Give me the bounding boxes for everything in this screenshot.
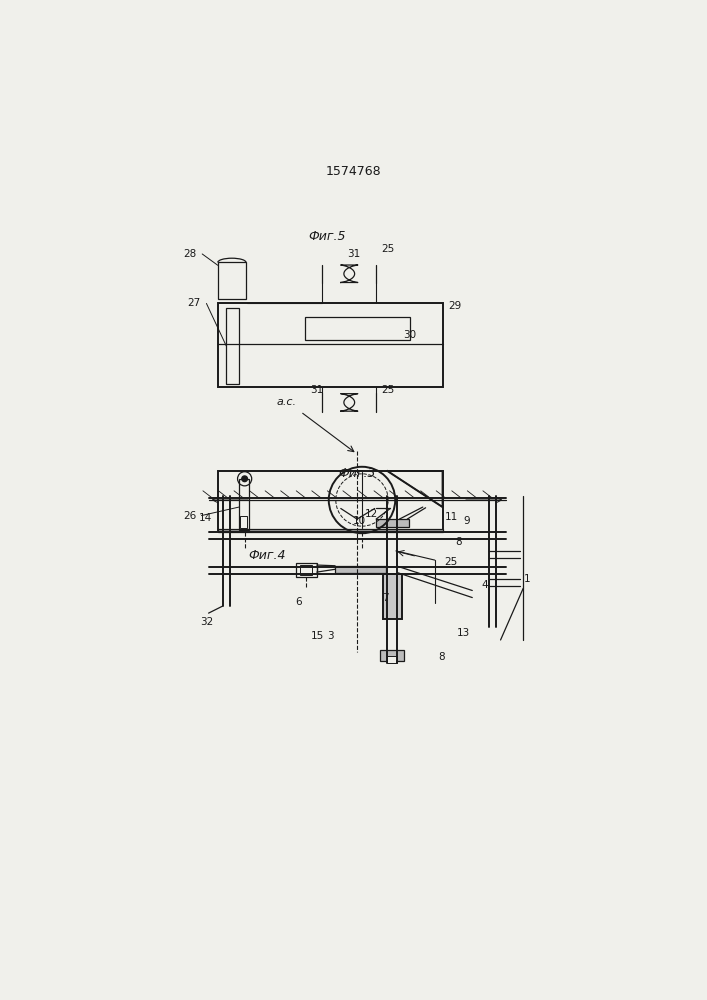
Text: 8: 8 (455, 537, 462, 547)
Text: 14: 14 (199, 513, 211, 523)
Text: 12: 12 (365, 509, 378, 519)
Text: 11: 11 (445, 512, 457, 522)
Bar (218, 471, 443, 530)
Bar (240, 516, 247, 528)
Text: 9: 9 (463, 516, 470, 526)
Text: 1: 1 (524, 574, 531, 584)
Text: 25: 25 (444, 557, 457, 567)
Text: Фиг.5: Фиг.5 (308, 230, 346, 243)
Bar (380, 650, 404, 661)
Bar (218, 303, 443, 387)
Bar (383, 574, 402, 619)
Text: 4: 4 (481, 580, 489, 590)
Text: 6: 6 (295, 597, 302, 607)
Text: 8: 8 (438, 652, 445, 662)
Bar (300, 565, 312, 575)
Bar (218, 262, 246, 299)
Bar (239, 479, 249, 530)
Circle shape (242, 476, 247, 482)
Text: 28: 28 (183, 249, 197, 259)
Bar (305, 317, 410, 340)
Text: 30: 30 (404, 330, 416, 340)
Bar (387, 656, 397, 663)
Text: 31: 31 (310, 385, 323, 395)
Text: а.с.: а.с. (276, 397, 296, 407)
Text: Фиг.4: Фиг.4 (248, 549, 286, 562)
Bar (376, 519, 409, 527)
Text: 32: 32 (200, 617, 213, 627)
Bar (226, 308, 239, 384)
Text: 25: 25 (381, 385, 394, 395)
Text: 10: 10 (353, 516, 366, 526)
Text: 1574768: 1574768 (326, 165, 381, 178)
Text: Фиг.3: Фиг.3 (338, 467, 376, 480)
Text: 7: 7 (382, 593, 389, 603)
Bar (335, 566, 386, 573)
Text: 3: 3 (327, 631, 334, 641)
Text: 26: 26 (183, 511, 197, 521)
Text: 25: 25 (381, 244, 394, 254)
Text: 29: 29 (448, 301, 462, 311)
Text: 31: 31 (347, 249, 360, 259)
Text: 13: 13 (457, 628, 470, 638)
Bar (218, 529, 443, 532)
Text: 15: 15 (311, 631, 324, 641)
Text: 27: 27 (187, 298, 201, 308)
Bar (296, 563, 317, 577)
